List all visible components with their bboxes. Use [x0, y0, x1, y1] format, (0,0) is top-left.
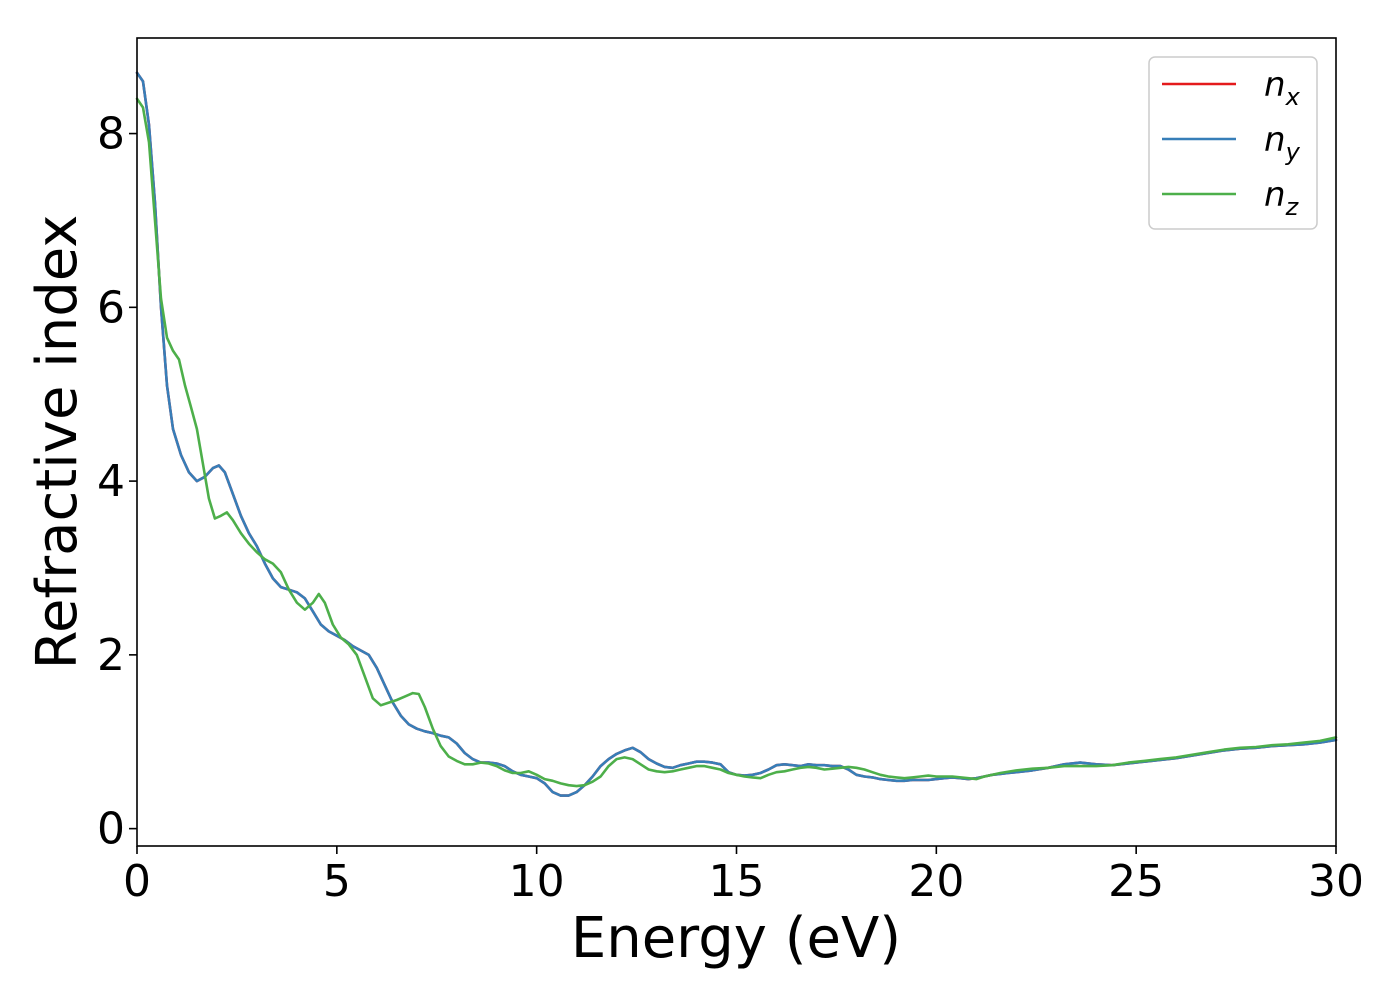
y-tick-label: 2 — [97, 630, 125, 681]
y-tick-label: 0 — [97, 804, 125, 855]
y-axis-label: Refractive index — [25, 215, 90, 670]
series-layer — [135, 71, 1338, 797]
legend-label-ny: ny — [1264, 120, 1301, 166]
legend-label-nx: nx — [1264, 65, 1301, 111]
series-line-nz — [135, 97, 1338, 788]
x-tick-label: 0 — [123, 856, 151, 907]
y-tick-label: 4 — [97, 456, 125, 507]
x-axis-label: Energy (eV) — [571, 906, 901, 971]
legend-label-nz: nz — [1264, 175, 1300, 221]
ticks-layer: 0 5 10 15 20 25 30 0 2 4 6 8 — [97, 109, 1364, 907]
y-tick-label: 6 — [97, 282, 125, 333]
x-tick-label: 5 — [323, 856, 351, 907]
y-tick-label: 8 — [97, 109, 125, 160]
x-tick-label: 10 — [509, 856, 565, 907]
x-tick-label: 20 — [908, 856, 964, 907]
x-tick-label: 30 — [1308, 856, 1364, 907]
legend-box — [1148, 56, 1318, 230]
x-tick-label: 15 — [709, 856, 765, 907]
x-tick-label: 25 — [1108, 856, 1164, 907]
legend: nx ny nz — [1148, 56, 1318, 230]
